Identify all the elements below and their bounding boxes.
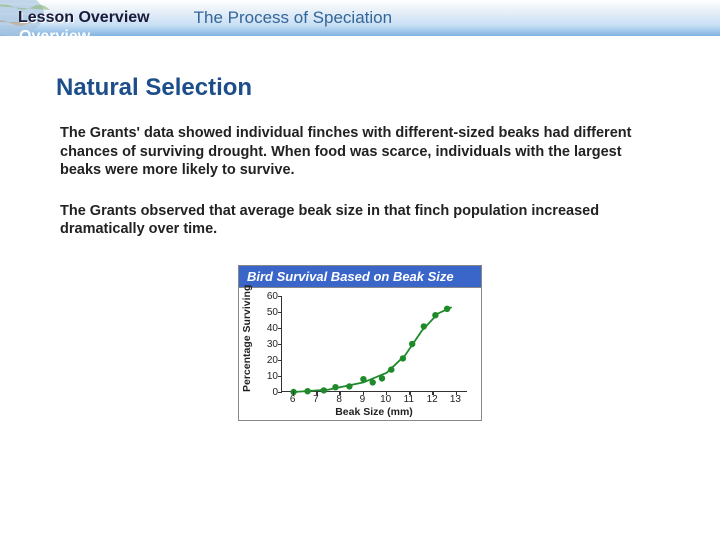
plot-area <box>281 296 467 392</box>
y-axis-labels: 6050403020100 <box>261 292 278 404</box>
x-axis-labels: 678910111213 <box>281 394 467 405</box>
y-axis-title: Percentage Surviving <box>241 284 253 391</box>
x-axis-title: Beak Size (mm) <box>281 406 467 418</box>
page-title: The Process of Speciation <box>194 8 392 28</box>
chart-body: Percentage Surviving 6050403020100 67891… <box>238 287 482 421</box>
section-title: Natural Selection <box>56 74 720 102</box>
lesson-overview-label: Lesson Overview Lesson Overview <box>18 9 150 27</box>
paragraph-1: The Grants' data showed individual finch… <box>60 124 660 180</box>
chart-title: Bird Survival Based on Beak Size <box>238 265 482 287</box>
paragraph-2: The Grants observed that average beak si… <box>60 202 660 239</box>
header-bar: Lesson Overview Lesson Overview The Proc… <box>0 0 720 36</box>
survival-chart: Bird Survival Based on Beak Size Percent… <box>238 265 482 421</box>
